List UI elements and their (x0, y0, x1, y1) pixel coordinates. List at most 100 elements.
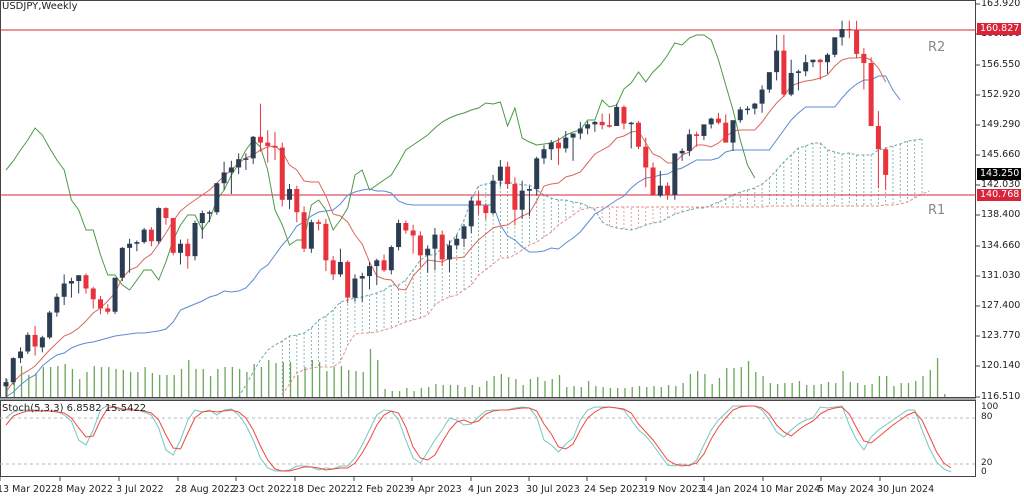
candle-body (214, 183, 220, 213)
candle-body (446, 245, 452, 260)
candle-body (519, 190, 525, 210)
candle-body (119, 247, 125, 278)
candle-body (490, 180, 496, 214)
candle-body (127, 243, 133, 248)
candle-body (228, 167, 234, 173)
candle-body (657, 185, 663, 196)
candle-body (112, 277, 118, 312)
kijun-sen-line (5, 75, 901, 398)
r2-level-label: R2 (928, 40, 946, 55)
candle-body (650, 167, 656, 196)
candle-body (534, 158, 540, 190)
main-pane-frame (0, 0, 976, 398)
price-tick-label: 123.770 (981, 330, 1021, 341)
candle-body (774, 50, 780, 73)
price-tick-label: 127.400 (981, 300, 1021, 311)
stochastic-d-line (5, 405, 952, 472)
candle-body (148, 229, 154, 242)
price-tick-label: 138.400 (981, 209, 1021, 220)
candle-body (388, 247, 394, 271)
candle-body (316, 222, 322, 224)
candle-body (643, 146, 649, 168)
stochastic-tick-label: 0 (981, 467, 987, 477)
candle-body (337, 261, 343, 275)
candle-body (737, 109, 743, 121)
candle-body (585, 124, 591, 129)
candle-body (745, 108, 751, 111)
price-tick-label: 116.510 (981, 391, 1021, 402)
candle-body (875, 126, 881, 150)
candle-body (672, 153, 678, 195)
candle-body (701, 124, 707, 136)
time-tick-label: 9 Apr 2023 (409, 484, 462, 495)
candle-body (606, 125, 612, 127)
candle-body (817, 59, 823, 63)
candle-body (367, 266, 372, 277)
candle-body (505, 166, 511, 185)
candle-body (250, 136, 256, 159)
candle-body (417, 235, 423, 256)
stochastic-k-line (5, 404, 952, 473)
candle-body (163, 208, 169, 219)
candle-body (708, 118, 714, 125)
candle-body (854, 29, 860, 54)
candle-body (98, 299, 104, 309)
candle-body (265, 142, 271, 146)
candle-body (323, 223, 329, 261)
candle-body (730, 120, 736, 143)
candle-body (134, 242, 140, 244)
candle-body (207, 212, 213, 214)
candle-body (47, 312, 53, 338)
price-tick-label: 152.920 (981, 89, 1021, 100)
candle-body (236, 159, 242, 168)
candle-body (592, 121, 598, 125)
candle-body (781, 50, 787, 95)
price-tick-label: 142.030 (981, 179, 1021, 190)
candle-body (563, 137, 569, 149)
candle-body (410, 230, 416, 236)
candle-body (403, 223, 409, 231)
candle-body (526, 189, 532, 191)
candle-body (439, 234, 445, 260)
candle-body (577, 128, 583, 134)
candle-body (665, 185, 671, 195)
candle-body (68, 281, 74, 284)
r1-level-label: R1 (928, 203, 946, 218)
candle-body (279, 147, 285, 200)
tenkan-sen-line (5, 56, 887, 393)
time-tick-label: 23 Oct 2022 (233, 484, 292, 495)
candle-body (686, 134, 692, 151)
r1-price-tag: 140.768 (977, 189, 1021, 201)
stochastic-label: Stoch(5,3,3) 6.8582 15.5422 (2, 403, 147, 414)
price-tick-label: 145.660 (981, 149, 1021, 160)
candle-body (694, 134, 700, 136)
price-tick-label: 156.550 (981, 59, 1021, 70)
candle-body (10, 358, 16, 383)
price-tick-label: 134.660 (981, 240, 1021, 251)
candle-body (861, 53, 867, 64)
candle-body (825, 54, 831, 63)
candle-body (170, 218, 176, 253)
candle-body (461, 226, 467, 239)
candle-body (76, 275, 82, 282)
candle-body (374, 260, 380, 267)
candle-body (715, 118, 721, 123)
candle-body (39, 337, 45, 348)
candle-body (541, 149, 547, 159)
candle-body (177, 243, 183, 253)
time-tick-label: 24 Sep 2023 (584, 484, 645, 495)
candle-body (301, 212, 307, 249)
candle-body (759, 89, 765, 104)
candle-body (287, 189, 293, 200)
candle-body (272, 145, 278, 148)
time-tick-label: 19 Nov 2023 (643, 484, 704, 495)
candle-body (54, 296, 60, 313)
time-tick-label: 14 Jan 2024 (701, 484, 758, 495)
time-tick-label: 13 Mar 2022 (0, 484, 58, 495)
candle-body (556, 142, 562, 149)
candle-body (679, 150, 685, 154)
senkou-span-b-line (281, 190, 930, 396)
candle-body (752, 103, 758, 109)
